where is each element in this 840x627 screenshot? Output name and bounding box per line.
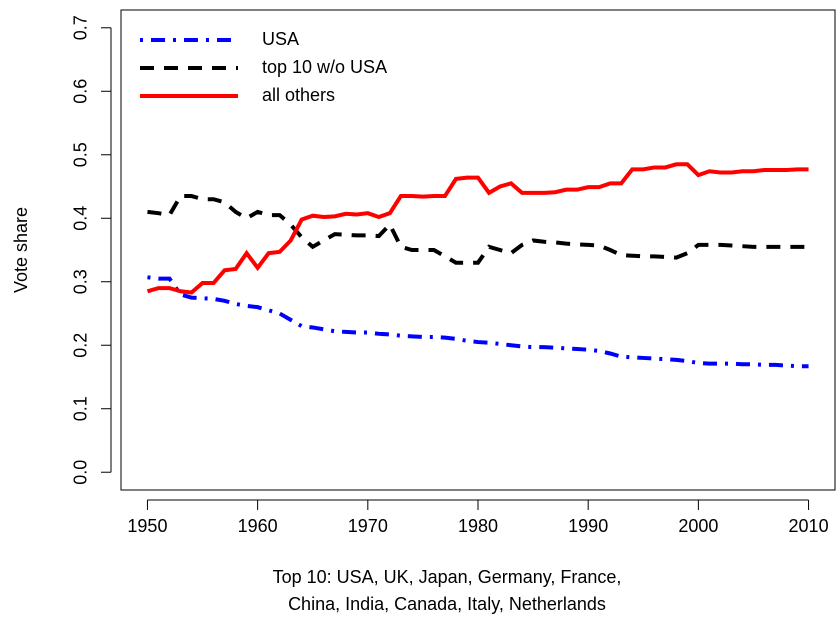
x-tick-label: 1990 <box>568 516 608 536</box>
y-tick-label: 0.5 <box>71 142 91 167</box>
y-tick-label: 0.0 <box>71 460 91 485</box>
legend-label: all others <box>262 85 335 105</box>
y-tick-label: 0.3 <box>71 269 91 294</box>
y-axis-label: Vote share <box>11 207 31 293</box>
x-tick-label: 1950 <box>127 516 167 536</box>
series-line <box>146 162 809 295</box>
x-tick-label: 2000 <box>678 516 718 536</box>
x-tick-label: 1970 <box>348 516 388 536</box>
y-tick-label: 0.2 <box>71 333 91 358</box>
y-tick-label: 0.1 <box>71 396 91 421</box>
plot-frame <box>120 9 836 491</box>
legend-label: USA <box>262 29 299 49</box>
x-axis-label: China, India, Canada, Italy, Netherlands <box>288 594 606 614</box>
x-tick-label: 1960 <box>238 516 278 536</box>
y-tick-label: 0.4 <box>71 206 91 231</box>
x-tick-label: 1980 <box>458 516 498 536</box>
y-tick-label: 0.7 <box>71 15 91 40</box>
series-line <box>147 275 809 369</box>
x-tick-label: 2010 <box>789 516 829 536</box>
x-axis-label: Top 10: USA, UK, Japan, Germany, France, <box>273 567 622 587</box>
series-line <box>147 194 809 265</box>
legend-label: top 10 w/o USA <box>262 57 387 77</box>
y-tick-label: 0.6 <box>71 79 91 104</box>
